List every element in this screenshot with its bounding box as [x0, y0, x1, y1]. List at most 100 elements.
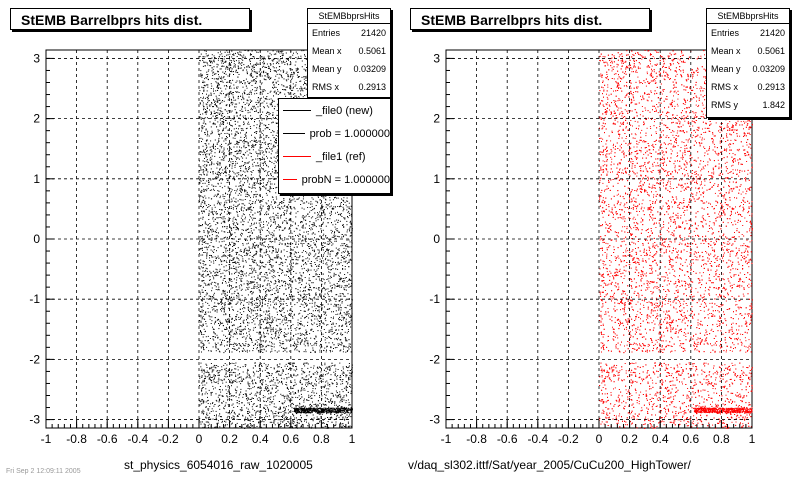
scatter-point [336, 304, 338, 306]
scatter-point [202, 310, 204, 312]
scatter-point [251, 65, 253, 67]
scatter-point [238, 74, 240, 75]
scatter-point [266, 96, 268, 97]
scatter-point [201, 340, 203, 342]
scatter-point [211, 238, 213, 240]
scatter-point [303, 388, 305, 389]
scatter-point [254, 323, 256, 325]
scatter-point [345, 385, 347, 387]
scatter-point [346, 200, 348, 202]
scatter-point [227, 220, 229, 222]
scatter-point [199, 166, 201, 168]
scatter-point [200, 306, 202, 308]
scatter-point [227, 399, 229, 401]
scatter-point [202, 80, 204, 82]
scatter-point [343, 255, 345, 257]
scatter-point [200, 331, 201, 332]
scatter-point [244, 364, 246, 366]
scatter-point [259, 377, 261, 379]
scatter-point [335, 394, 337, 396]
scatter-point [254, 242, 256, 243]
scatter-point [319, 235, 321, 237]
scatter-point [344, 277, 346, 279]
scatter-point [276, 61, 278, 63]
scatter-point [263, 56, 265, 58]
scatter-point [305, 316, 307, 318]
scatter-point [348, 253, 349, 255]
scatter-point [317, 418, 319, 420]
scatter-point [330, 398, 332, 400]
scatter-point [222, 120, 224, 122]
scatter-point [302, 272, 304, 274]
scatter-point [199, 311, 201, 312]
scatter-point [278, 337, 280, 338]
scatter-point [319, 199, 321, 201]
scatter-point [289, 68, 291, 70]
scatter-point [214, 426, 216, 428]
scatter-point [237, 241, 239, 242]
scatter-point [260, 271, 262, 273]
scatter-point [335, 329, 336, 331]
scatter-point [235, 330, 237, 332]
scatter-point [215, 117, 217, 119]
scatter-point [202, 317, 203, 319]
scatter-point [218, 58, 220, 59]
scatter-point [215, 320, 217, 322]
scatter-point [251, 224, 253, 226]
scatter-point [201, 126, 203, 128]
scatter-point [302, 227, 304, 229]
scatter-point [232, 395, 234, 397]
scatter-point [287, 193, 289, 195]
scatter-point [292, 93, 294, 95]
scatter-point [288, 313, 290, 315]
scatter-point [253, 379, 255, 381]
scatter-point [325, 195, 327, 197]
scatter-point [201, 243, 203, 245]
scatter-point [332, 395, 334, 397]
scatter-point [245, 377, 247, 379]
scatter-point [303, 372, 305, 374]
scatter-point [349, 384, 351, 386]
scatter-point [217, 366, 219, 367]
scatter-point [315, 308, 317, 310]
scatter-point [223, 216, 225, 218]
scatter-point [213, 308, 215, 310]
scatter-point [219, 408, 221, 410]
scatter-point [216, 101, 218, 103]
scatter-point [227, 415, 229, 417]
scatter-point [244, 83, 246, 85]
scatter-point [204, 375, 206, 377]
scatter-point [310, 229, 312, 231]
scatter-point [257, 400, 259, 401]
scatter-point [231, 412, 232, 414]
scatter-point [199, 182, 201, 184]
scatter-point [331, 328, 333, 330]
scatter-point [237, 141, 238, 143]
scatter-point [233, 84, 235, 86]
scatter-point [211, 234, 213, 236]
scatter-point [202, 82, 204, 83]
scatter-point [253, 267, 255, 269]
scatter-point [283, 407, 285, 409]
scatter-point [216, 271, 218, 273]
scatter-point [213, 99, 214, 101]
scatter-point [226, 393, 228, 394]
scatter-point [300, 274, 302, 276]
scatter-point [284, 93, 286, 95]
scatter-point [232, 223, 234, 225]
scatter-point [248, 283, 250, 285]
scatter-point [206, 255, 208, 257]
scatter-point [348, 372, 350, 374]
scatter-point [340, 259, 342, 261]
scatter-point [226, 318, 228, 320]
scatter-point [231, 293, 233, 295]
scatter-point [252, 427, 254, 429]
scatter-point [281, 315, 283, 316]
scatter-point [256, 124, 258, 126]
scatter-point [213, 93, 215, 95]
scatter-point [235, 192, 237, 194]
scatter-point [202, 180, 204, 181]
scatter-point [239, 266, 241, 268]
scatter-point [203, 261, 205, 263]
scatter-point [206, 55, 208, 57]
